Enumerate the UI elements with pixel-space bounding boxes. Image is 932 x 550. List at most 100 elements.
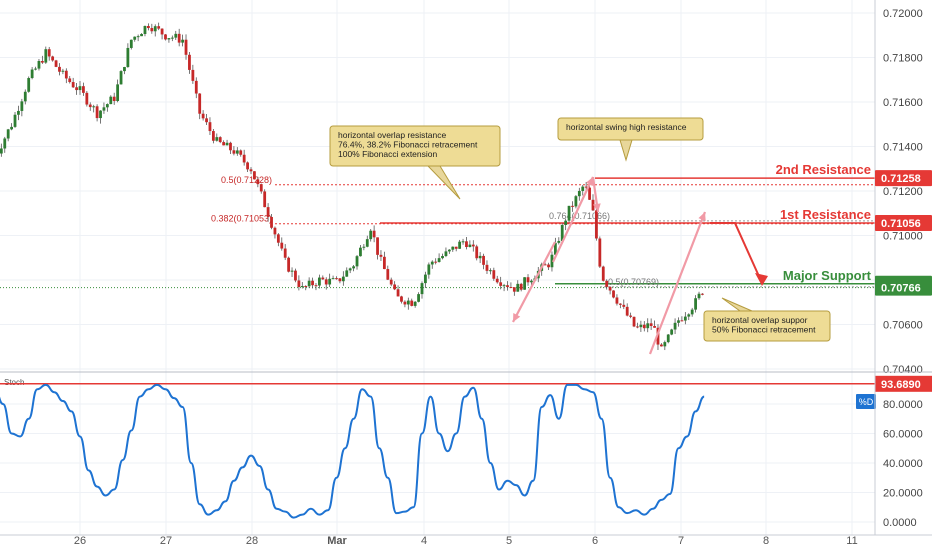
callout-box <box>703 310 831 342</box>
candle-body <box>297 280 301 287</box>
candle-body <box>598 238 602 267</box>
candle-body <box>318 277 321 286</box>
candle-body <box>553 242 557 255</box>
candle-body <box>372 230 376 238</box>
levels: 2nd Resistance 1st Resistance Major Suppor… <box>0 162 875 289</box>
candle-body <box>253 171 256 180</box>
candle-body <box>208 122 212 132</box>
callout-text: 100% Fibonacci extension <box>338 149 438 159</box>
candle-body <box>20 101 24 111</box>
price-tag-label: 0.70766 <box>881 283 921 295</box>
x-tick-label: 6 <box>592 535 598 547</box>
candle-body <box>492 270 496 279</box>
candle-body <box>300 285 304 287</box>
candle-body <box>82 86 85 93</box>
x-tick-label: 11 <box>846 535 857 547</box>
candle-body <box>294 270 297 281</box>
candle-body <box>512 287 516 292</box>
grid <box>0 0 875 535</box>
candle-body <box>331 278 335 280</box>
candle-body <box>636 326 639 328</box>
candle-body <box>683 316 687 321</box>
candle-body <box>13 114 17 127</box>
candle-body <box>116 84 120 102</box>
callout-pointer <box>721 297 753 312</box>
candle-body <box>235 150 239 154</box>
candle-body <box>471 244 475 247</box>
candle-body <box>601 266 605 281</box>
candle-body <box>393 284 397 290</box>
candle-body <box>673 322 677 330</box>
candle-body <box>694 298 697 310</box>
candle-body <box>211 131 215 141</box>
y-tick-label: 0.71400 <box>883 142 923 154</box>
candle-body <box>646 323 650 329</box>
candle-body <box>335 278 338 280</box>
candle-body <box>6 129 10 139</box>
candle-body <box>119 71 123 85</box>
candle-body <box>276 234 280 243</box>
candle-body <box>232 150 236 154</box>
candle-body <box>287 257 291 272</box>
candle-body <box>324 279 328 285</box>
candle-body <box>348 268 352 271</box>
candle-body <box>516 283 520 292</box>
red-projection-arrow-head <box>755 273 768 286</box>
candle-body <box>591 199 595 211</box>
fib-label: 0.5(0.70769) <box>608 277 659 287</box>
candle-body <box>701 293 704 295</box>
candle-body <box>434 261 438 263</box>
candle-body <box>410 300 414 306</box>
price-tag-label: 0.71056 <box>881 218 921 230</box>
candle-body <box>88 104 92 108</box>
second-resistance-label: 2nd Resistance <box>776 162 871 177</box>
candle-body <box>670 329 674 335</box>
red-projection-arrow <box>710 222 763 284</box>
candle-body <box>34 68 37 70</box>
candle-body <box>133 36 137 40</box>
y-tick-label: 0.70400 <box>883 364 923 376</box>
y-tick-label: 0.71600 <box>883 97 923 109</box>
candle-body <box>451 246 455 250</box>
candle-body <box>198 93 202 114</box>
stoch-level-tag <box>875 375 932 392</box>
candle-body <box>95 106 99 119</box>
candle-body <box>345 270 349 277</box>
candle-body <box>482 255 485 265</box>
candle-body <box>92 106 96 108</box>
candle-body <box>677 320 680 323</box>
candle-body <box>0 148 3 154</box>
candle-body <box>403 301 407 305</box>
candle-body <box>362 246 366 248</box>
candle-body <box>174 33 178 38</box>
candle-body <box>283 248 287 258</box>
candle-body <box>660 344 663 347</box>
candle-body <box>413 301 417 306</box>
candle-body <box>663 342 667 347</box>
candle-body <box>441 256 444 259</box>
candle-body <box>40 60 44 63</box>
candle-body <box>526 277 530 283</box>
candle-body <box>17 110 20 115</box>
candle-body <box>382 256 386 270</box>
callout-pointer <box>619 139 633 162</box>
candle-body <box>396 289 400 297</box>
candle-body <box>61 70 65 72</box>
candle-body <box>465 241 468 248</box>
candle-body <box>649 323 653 326</box>
candle-body <box>256 179 260 185</box>
candle-body <box>37 60 41 69</box>
candle-body <box>215 137 219 141</box>
candle-body <box>386 269 390 280</box>
callout-text: horizontal swing high resistance <box>566 122 687 132</box>
x-tick-label: 4 <box>421 535 427 547</box>
candle-body <box>126 47 130 68</box>
candle-body <box>639 324 643 328</box>
y-tick-label: 0.70600 <box>883 320 923 332</box>
arrow-down-2-head <box>592 203 601 212</box>
x-tick-label: 7 <box>678 535 684 547</box>
candle-body <box>102 107 106 111</box>
x-tick-label: Mar <box>327 535 347 547</box>
candle-body <box>376 237 379 255</box>
first-resistance-label: 1st Resistance <box>780 207 871 222</box>
